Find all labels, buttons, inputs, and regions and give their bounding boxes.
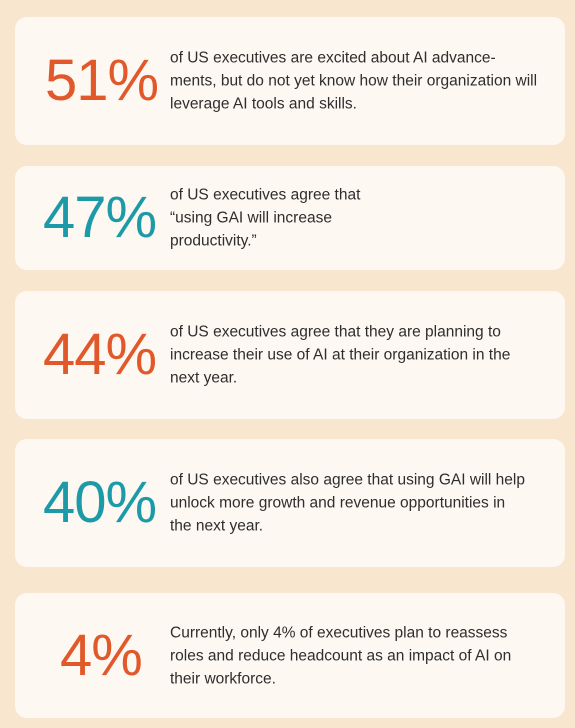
stat-value: 47% [43,185,157,250]
stat-card-5: 4% Currently, only 4% of executives plan… [15,593,565,718]
stat-card-3: 44% of US executives agree that they are… [15,291,565,419]
stat-value: 44% [43,322,157,387]
stat-description: of US executives agree that “using GAI w… [170,186,361,250]
stat-description: of US executives are excited about AI ad… [170,49,538,113]
stat-value: 40% [43,470,157,535]
stat-card-1: 51% of US executives are excited about A… [15,17,565,145]
stat-description: of US executives also agree that using G… [170,471,525,535]
stat-description: Currently, only 4% of executives plan to… [170,624,512,687]
stat-card-2: 47% of US executives agree that “using G… [15,166,565,270]
stat-card-4: 40% of US executives also agree that usi… [15,439,565,567]
stat-value: 51% [45,48,159,113]
stat-description: of US executives agree that they are pla… [170,323,511,387]
stat-value: 4% [60,622,143,688]
